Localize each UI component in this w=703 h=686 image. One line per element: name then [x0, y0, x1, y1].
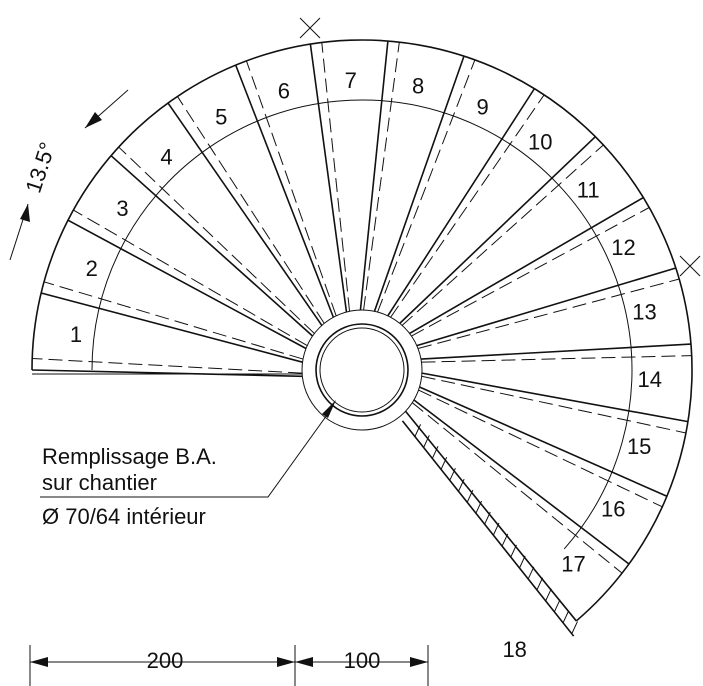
- column-inner: [319, 327, 405, 413]
- step-edge: [40, 292, 303, 363]
- nosing-line: [412, 402, 623, 574]
- hatch: [536, 577, 544, 591]
- nosing-line: [363, 42, 400, 311]
- nosing-line: [118, 146, 315, 334]
- axis-mark: [679, 255, 701, 277]
- hatch: [510, 544, 517, 558]
- step-edge: [234, 64, 335, 318]
- nosing-line: [411, 207, 650, 337]
- nosing-line: [245, 60, 337, 317]
- step-number: 9: [476, 94, 488, 119]
- leader-arrow: [322, 400, 336, 418]
- step-number: 14: [638, 367, 662, 392]
- step-number: 5: [215, 105, 227, 130]
- nosing-line: [421, 375, 687, 434]
- step-number: 2: [86, 256, 98, 281]
- nosing-line: [377, 59, 476, 313]
- step-number: 6: [278, 79, 290, 104]
- angle-arrow: [20, 204, 30, 222]
- hatch: [466, 489, 474, 503]
- axis-mark: [299, 17, 321, 39]
- step-number: 8: [412, 73, 424, 98]
- nosing-line: [421, 355, 692, 363]
- nosing-line: [321, 42, 351, 312]
- step-edge: [409, 196, 644, 335]
- nosing-line: [177, 96, 325, 324]
- hatch: [527, 566, 535, 580]
- hatch: [519, 555, 526, 569]
- step-edge: [110, 155, 314, 337]
- hatch: [475, 500, 483, 514]
- step-edge: [387, 88, 536, 317]
- hatch: [449, 467, 456, 481]
- hatch: [492, 522, 500, 536]
- step-number: 4: [160, 144, 172, 169]
- hatch: [553, 599, 561, 613]
- hatch: [562, 610, 570, 623]
- step-edge: [416, 267, 677, 347]
- step-edge: [419, 386, 668, 498]
- nosing-line: [401, 144, 604, 326]
- hatch: [414, 424, 422, 437]
- step-number: 7: [345, 68, 357, 93]
- hatch: [571, 621, 578, 634]
- dim-arrow: [277, 657, 295, 667]
- step-edge: [373, 55, 465, 312]
- hatch: [440, 457, 448, 470]
- step-number: 18: [502, 637, 526, 662]
- wall-line: [401, 420, 575, 637]
- step-edge: [67, 219, 307, 350]
- step-edge: [404, 410, 577, 622]
- column-ring: [301, 309, 423, 431]
- note-line: Ø 70/64 intérieur: [42, 504, 206, 529]
- note-line: sur chantier: [42, 470, 157, 495]
- nosing-line: [32, 357, 303, 374]
- dim-arrow: [30, 657, 48, 667]
- step-number: 1: [70, 322, 82, 347]
- dim-arrow: [410, 657, 428, 667]
- dimension-label: 100: [344, 648, 381, 673]
- walking-line: [91, 99, 633, 550]
- nosing-line: [43, 281, 304, 360]
- step-edge: [413, 399, 630, 565]
- nosing-line: [417, 278, 680, 349]
- step-number: 16: [601, 497, 625, 522]
- hatch: [545, 588, 552, 602]
- step-edge: [420, 343, 692, 360]
- dim-arrow: [295, 657, 313, 667]
- step-edge: [421, 372, 689, 423]
- step-number: 15: [627, 434, 651, 459]
- angle-arrow: [85, 112, 102, 128]
- step-number: 17: [561, 551, 585, 576]
- hatch: [501, 533, 509, 547]
- step-number: 3: [116, 196, 128, 221]
- hatch: [423, 435, 430, 448]
- step-edge: [31, 369, 303, 378]
- angle-label: 13.5°: [21, 139, 61, 196]
- step-edge: [359, 40, 389, 311]
- step-edge: [399, 136, 596, 324]
- step-number: 13: [632, 300, 656, 325]
- nosing-line: [418, 389, 663, 508]
- column: [315, 323, 409, 417]
- step-number: 10: [528, 130, 552, 155]
- leader: [40, 407, 333, 498]
- hatch: [458, 478, 465, 492]
- hatch: [431, 446, 439, 459]
- nosing-line: [73, 209, 308, 347]
- step-edge: [309, 43, 348, 313]
- step-number: 11: [577, 178, 600, 203]
- outer-edge: [31, 39, 693, 622]
- hatch: [484, 511, 491, 525]
- step-edge: [167, 102, 323, 326]
- step-number: 12: [611, 235, 635, 260]
- note-line: Remplissage B.A.: [42, 444, 217, 469]
- dimension-label: 200: [147, 648, 184, 673]
- nosing-line: [390, 94, 545, 318]
